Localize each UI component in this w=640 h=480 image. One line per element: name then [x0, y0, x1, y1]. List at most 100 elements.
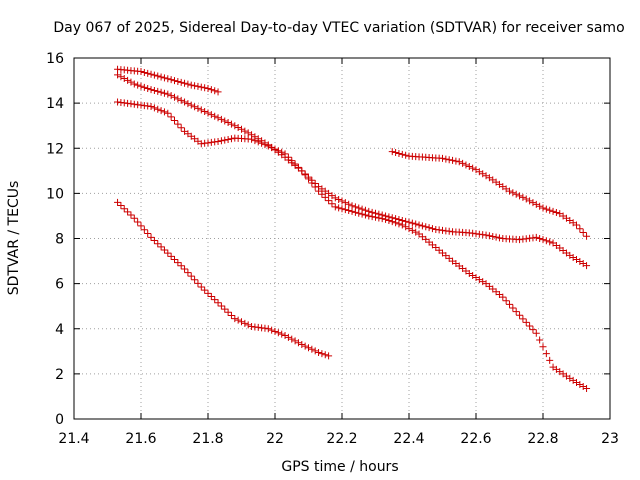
y-tick-label: 16 — [46, 51, 64, 67]
data-point-marker — [338, 205, 346, 213]
data-point-marker — [294, 163, 302, 171]
data-point-marker — [492, 233, 500, 241]
data-point-marker — [288, 157, 296, 165]
data-point-marker — [157, 73, 165, 81]
data-point-marker — [181, 265, 189, 273]
data-point-marker — [415, 221, 423, 229]
data-point-marker — [177, 262, 185, 270]
data-point-marker — [546, 356, 554, 364]
data-point-marker — [361, 211, 369, 219]
data-point-marker — [197, 283, 205, 291]
data-point-marker — [160, 246, 168, 254]
data-point-marker — [462, 161, 470, 169]
data-point-marker — [204, 109, 212, 117]
data-point-marker — [134, 81, 142, 89]
data-point-marker — [154, 240, 162, 248]
data-point-marker — [321, 351, 329, 359]
series-track-c — [114, 98, 591, 393]
data-point-marker — [392, 219, 400, 227]
x-tick-label: 23 — [601, 431, 619, 447]
data-point-marker — [147, 233, 155, 241]
data-point-marker — [542, 205, 550, 213]
data-point-marker — [194, 104, 202, 112]
data-point-marker — [546, 206, 554, 214]
data-point-marker — [459, 159, 467, 167]
data-point-marker — [160, 74, 168, 82]
data-point-marker — [442, 155, 450, 163]
data-point-marker — [171, 116, 178, 124]
data-point-marker — [583, 262, 591, 270]
data-point-marker — [465, 163, 473, 171]
data-point-marker — [412, 228, 420, 236]
data-point-marker — [516, 192, 524, 200]
data-point-marker — [174, 95, 182, 103]
data-point-marker — [512, 190, 520, 198]
y-tick-label: 2 — [55, 367, 64, 383]
data-point-marker — [506, 300, 513, 308]
x-tick-label: 22.4 — [393, 431, 424, 447]
data-point-marker — [318, 350, 326, 358]
x-tick-label: 22.2 — [326, 431, 357, 447]
data-point-marker — [231, 315, 239, 323]
data-point-marker — [542, 350, 550, 358]
y-tick-label: 6 — [55, 277, 64, 293]
data-point-marker — [184, 269, 192, 277]
data-point-marker — [532, 233, 540, 241]
data-point-marker — [207, 111, 215, 119]
data-point-marker — [184, 100, 192, 108]
data-point-marker — [288, 335, 296, 343]
x-tick-label: 21.6 — [125, 431, 156, 447]
data-point-marker — [130, 80, 138, 88]
data-point-marker — [154, 105, 162, 113]
data-point-marker — [375, 214, 383, 222]
data-point-marker — [140, 226, 148, 234]
data-point-marker — [526, 197, 534, 205]
grid-lines — [74, 58, 610, 419]
data-point-marker — [214, 88, 222, 96]
data-point-marker — [526, 322, 534, 330]
data-point-marker — [408, 219, 416, 227]
data-point-marker — [177, 96, 185, 104]
data-point-marker — [137, 222, 145, 230]
data-point-marker — [227, 135, 235, 143]
data-point-marker — [539, 236, 547, 244]
chart-title: Day 067 of 2025, Sidereal Day-to-day VTE… — [53, 20, 624, 36]
x-tick-label: 22.6 — [460, 431, 491, 447]
data-point-marker — [271, 327, 279, 335]
data-point-marker — [325, 197, 333, 205]
data-point-marker — [191, 276, 199, 284]
data-point-marker — [552, 209, 560, 217]
y-tick-label: 8 — [55, 232, 64, 248]
data-point-marker — [164, 249, 172, 257]
x-tick-label: 21.8 — [192, 431, 223, 447]
data-point-marker — [291, 337, 299, 345]
data-point-marker — [194, 279, 202, 287]
data-point-marker — [224, 135, 232, 143]
data-point-marker — [127, 211, 135, 219]
data-point-marker — [268, 144, 276, 152]
data-point-marker — [499, 293, 507, 301]
data-point-marker — [160, 108, 168, 116]
data-point-marker — [150, 237, 158, 245]
data-point-marker — [522, 195, 530, 203]
data-point-marker — [576, 225, 584, 233]
data-point-marker — [402, 223, 410, 231]
data-point-marker — [311, 347, 319, 355]
data-point-marker — [181, 98, 189, 106]
data-point-marker — [358, 210, 366, 218]
data-point-marker — [150, 104, 158, 112]
data-point-marker — [509, 189, 517, 197]
data-point-marker — [211, 87, 219, 95]
data-point-marker — [315, 187, 323, 195]
data-point-marker — [154, 72, 162, 80]
data-point-marker — [174, 120, 182, 128]
y-tick-label: 12 — [46, 141, 64, 157]
data-point-marker — [529, 326, 537, 334]
data-point-marker — [194, 82, 202, 90]
data-point-marker — [201, 286, 209, 294]
series-track-e — [388, 148, 591, 240]
data-point-marker — [482, 231, 490, 239]
data-point-marker — [204, 289, 212, 297]
data-point-marker — [241, 319, 249, 327]
data-point-marker — [187, 81, 195, 89]
